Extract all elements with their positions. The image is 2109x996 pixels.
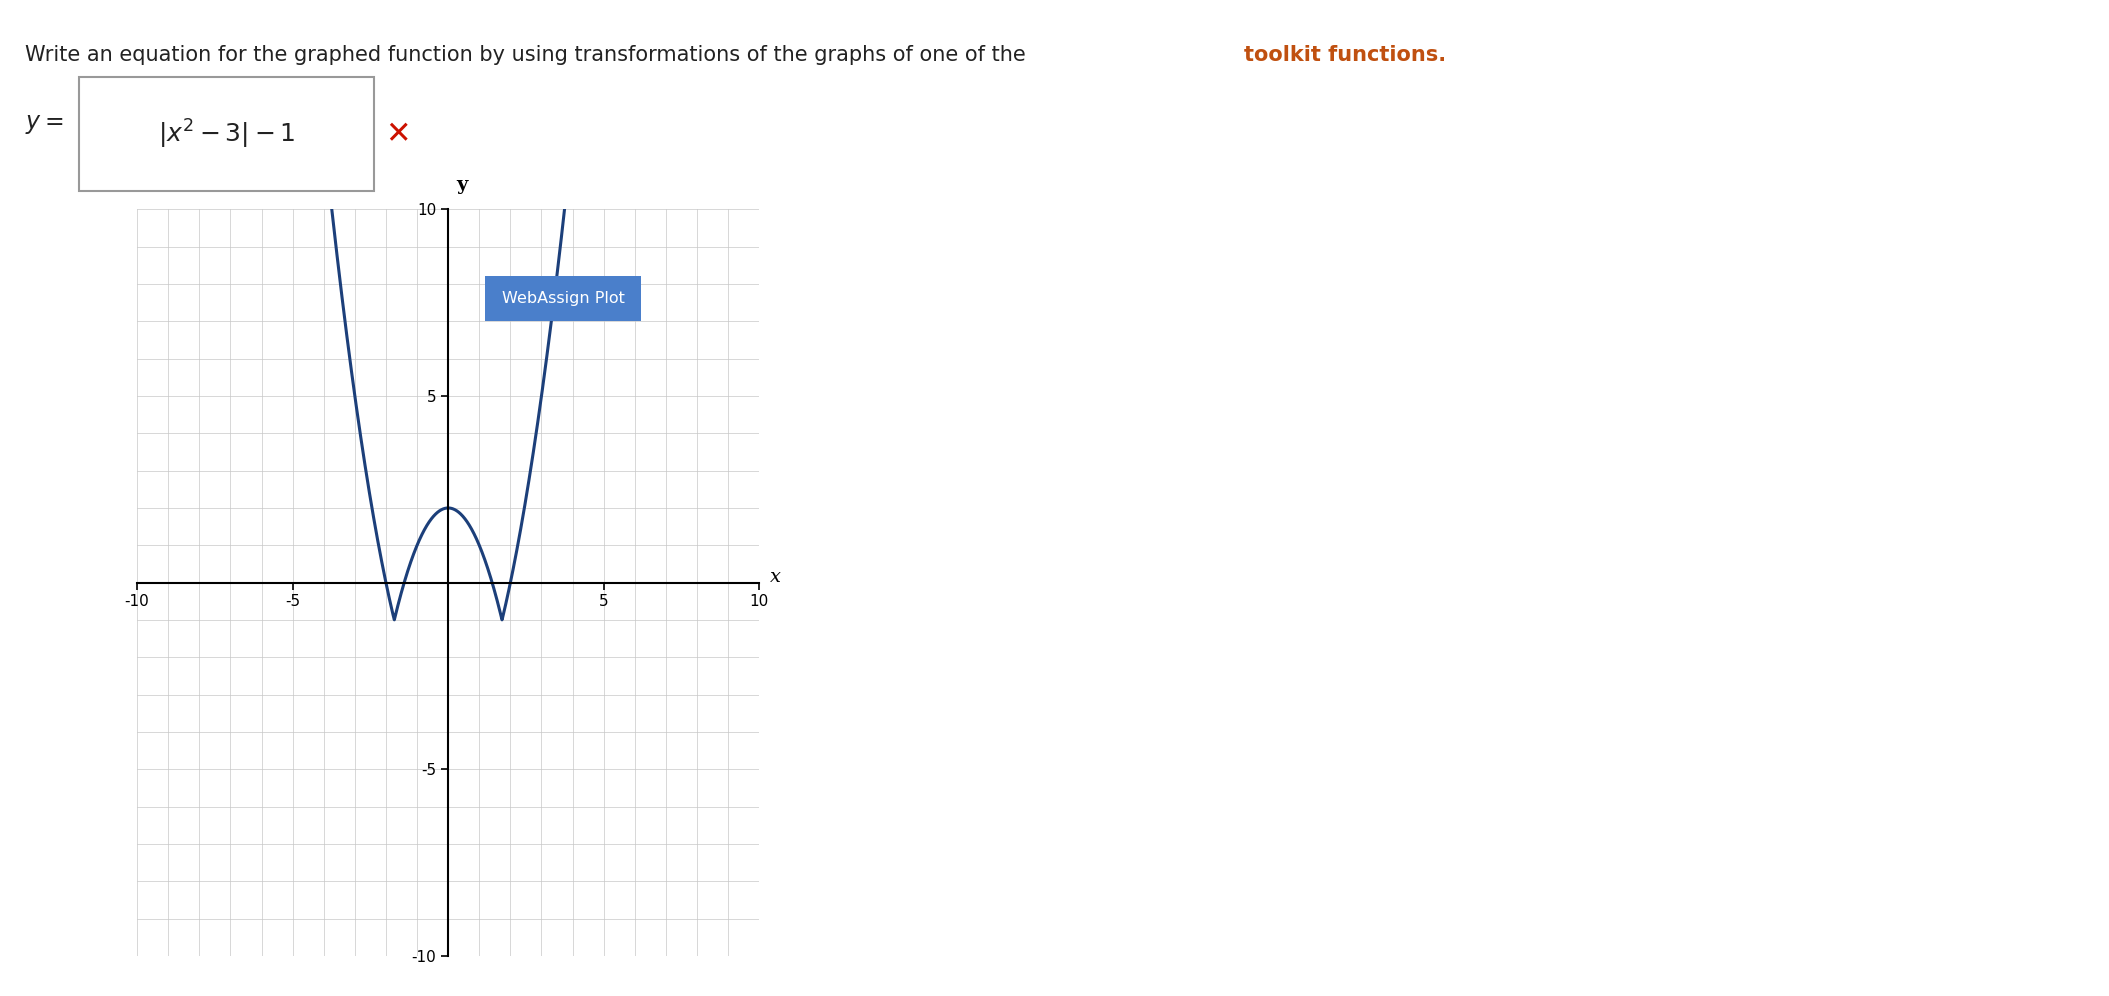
Text: y: y xyxy=(456,176,468,194)
Text: $y =$: $y =$ xyxy=(25,113,63,136)
Text: ✕: ✕ xyxy=(384,120,411,149)
Text: toolkit functions.: toolkit functions. xyxy=(1244,45,1447,65)
FancyBboxPatch shape xyxy=(80,78,375,191)
Text: $|x^2-3|-1$: $|x^2-3|-1$ xyxy=(158,118,295,151)
Text: x: x xyxy=(770,568,780,586)
Text: Write an equation for the graphed function by using transformations of the graph: Write an equation for the graphed functi… xyxy=(25,45,1033,65)
Bar xyxy=(485,277,641,321)
Text: WebAssign Plot: WebAssign Plot xyxy=(502,291,624,307)
